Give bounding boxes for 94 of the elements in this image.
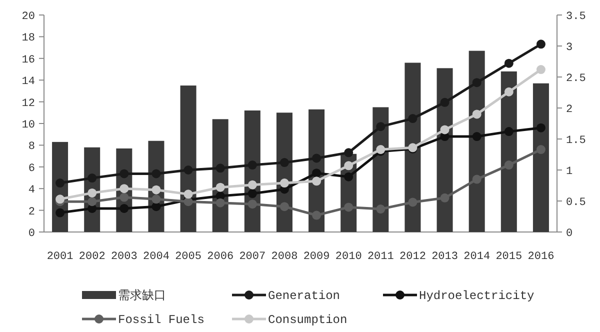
- point: [312, 154, 322, 163]
- y-tick-label: 8: [28, 141, 35, 154]
- x-tick-label: 2008: [271, 251, 298, 263]
- y2-tick-label: 2.5: [566, 73, 586, 85]
- point: [344, 161, 354, 170]
- point: [472, 132, 482, 142]
- point: [216, 198, 225, 208]
- point: [88, 188, 97, 198]
- y-tick-label: 12: [22, 98, 35, 110]
- legend-label: Hydroelectricity: [419, 289, 534, 303]
- y-tick-label: 2: [28, 206, 35, 218]
- legend-label: 需求缺口: [118, 289, 166, 303]
- point: [536, 65, 546, 74]
- x-tick-label: 2012: [400, 251, 426, 263]
- point: [216, 182, 225, 192]
- x-tick-label: 2005: [175, 251, 202, 263]
- point: [280, 202, 289, 212]
- point: [504, 58, 514, 68]
- x-tick-label: 2004: [143, 251, 170, 263]
- point: [472, 78, 482, 88]
- legend-label: Fossil Fuels: [118, 313, 204, 327]
- point: [504, 87, 514, 96]
- x-tick-label: 2003: [110, 251, 138, 263]
- legend-label: Consumption: [268, 313, 348, 327]
- point: [376, 122, 386, 132]
- y2-tick-label: 2: [566, 104, 573, 116]
- point: [440, 125, 450, 134]
- point: [536, 123, 546, 132]
- point: [56, 208, 65, 218]
- point: [312, 176, 322, 186]
- y-tick-label: 6: [28, 162, 35, 175]
- x-tick-label: 2009: [303, 251, 330, 263]
- point: [376, 204, 386, 214]
- y2-tick-label: 1.5: [566, 135, 586, 147]
- y-tick-label: 0: [28, 228, 35, 240]
- point: [152, 185, 161, 194]
- point: [280, 158, 289, 168]
- point: [408, 198, 418, 207]
- y-tick-label: 4: [28, 184, 36, 197]
- x-tick-label: 2007: [239, 251, 266, 263]
- point: [248, 160, 257, 170]
- point: [344, 172, 354, 182]
- point: [536, 40, 546, 49]
- point: [504, 127, 514, 136]
- point: [120, 192, 129, 202]
- y2-tick-label: 0: [566, 228, 573, 240]
- point: [344, 148, 354, 158]
- point: [536, 145, 546, 154]
- y2-tick-label: 0.5: [566, 197, 586, 209]
- y-tick-label: 18: [22, 32, 35, 45]
- bar: [532, 83, 549, 232]
- x-tick-label: 2006: [207, 251, 234, 263]
- point: [248, 180, 257, 190]
- point: [472, 110, 482, 119]
- x-tick-label: 2011: [367, 251, 394, 263]
- point: [344, 202, 354, 212]
- point: [152, 194, 161, 204]
- y-tick-label: 16: [22, 54, 35, 66]
- point: [408, 114, 418, 124]
- x-tick-label: 2015: [496, 251, 522, 263]
- x-tick-label: 2010: [335, 251, 362, 263]
- point: [280, 178, 289, 188]
- point: [184, 190, 193, 199]
- y-tick-label: 14: [22, 76, 36, 88]
- point: [312, 168, 322, 178]
- y2-tick-label: 3.5: [566, 11, 586, 23]
- point: [312, 210, 322, 220]
- bar: [500, 71, 517, 232]
- legend-label: Generation: [268, 289, 340, 303]
- point: [248, 200, 257, 209]
- point: [56, 194, 65, 204]
- x-tick-label: 2014: [464, 251, 490, 263]
- y2-tick-label: 1: [566, 166, 573, 178]
- point: [88, 197, 97, 206]
- point: [88, 174, 97, 183]
- point: [216, 164, 225, 173]
- point: [504, 160, 514, 170]
- point: [440, 98, 450, 107]
- point: [248, 189, 257, 198]
- y2-tick-label: 3: [566, 42, 573, 54]
- point: [56, 178, 65, 188]
- y-tick-label: 20: [22, 11, 35, 23]
- point: [184, 166, 193, 174]
- x-tick-label: 2001: [46, 251, 74, 263]
- point: [120, 184, 129, 194]
- y-tick-label: 10: [22, 120, 35, 132]
- x-tick-label: 2016: [528, 251, 554, 263]
- point: [440, 193, 450, 202]
- point: [472, 174, 482, 184]
- point: [120, 204, 129, 213]
- x-tick-label: 2013: [432, 251, 458, 263]
- point: [152, 169, 161, 178]
- point: [120, 169, 129, 178]
- x-tick-label: 2002: [78, 251, 106, 263]
